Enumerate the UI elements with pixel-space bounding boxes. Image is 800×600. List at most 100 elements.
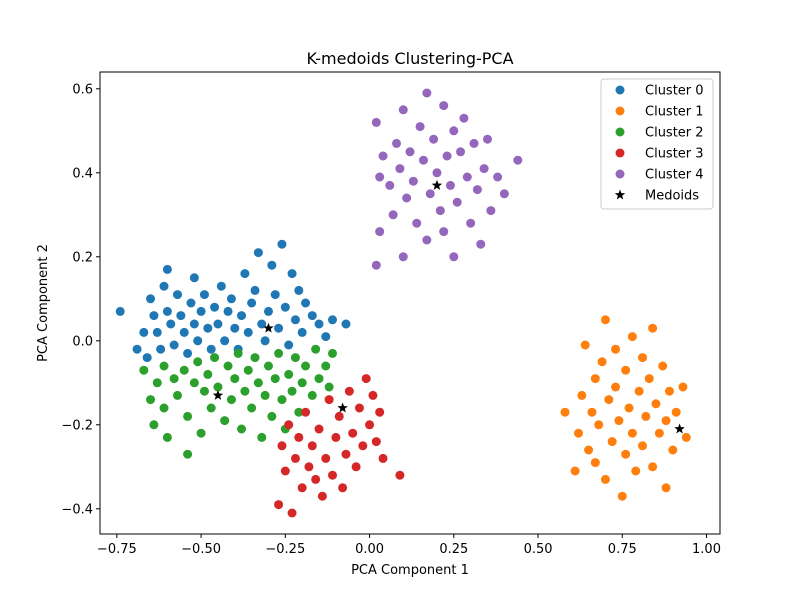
data-point <box>297 327 307 337</box>
data-point <box>328 315 337 325</box>
data-point <box>223 306 233 316</box>
data-point <box>321 361 331 371</box>
data-point <box>250 353 260 363</box>
data-point <box>398 252 408 262</box>
legend-label: Medoids <box>645 189 699 204</box>
y-tick-label: −0.4 <box>61 502 93 517</box>
data-point <box>338 483 348 493</box>
y-tick-label: 0.0 <box>72 334 93 349</box>
data-point <box>395 164 405 174</box>
data-point <box>290 453 300 463</box>
data-point <box>162 264 172 274</box>
legend-marker <box>615 127 625 137</box>
data-point <box>173 390 182 400</box>
data-point <box>597 357 607 367</box>
data-point <box>375 407 385 417</box>
data-point <box>294 407 304 417</box>
data-point <box>584 445 594 455</box>
data-point <box>627 428 637 438</box>
plot-frame <box>99 71 721 535</box>
data-point <box>371 437 381 447</box>
data-point <box>301 407 311 417</box>
legend-label: Cluster 1 <box>645 105 704 120</box>
medoid-point <box>263 322 274 333</box>
data-point <box>290 315 300 325</box>
legend-label: Cluster 3 <box>645 147 704 162</box>
data-point <box>280 466 290 476</box>
data-point <box>301 361 311 371</box>
x-tick-label: 0.75 <box>608 542 637 557</box>
data-point <box>351 462 361 472</box>
data-point <box>354 403 364 413</box>
data-point <box>328 348 337 358</box>
medoid-point <box>337 402 348 413</box>
data-point <box>294 432 304 442</box>
data-point <box>638 441 647 451</box>
data-point <box>331 432 341 442</box>
legend-marker <box>615 169 625 179</box>
legend-item: Cluster 3 <box>615 147 704 162</box>
data-point <box>213 382 223 392</box>
x-axis-ticks: −0.75 −0.50 −0.25 0.00 0.25 0.50 0.75 1.00 <box>97 534 721 557</box>
data-point <box>139 365 149 375</box>
data-point <box>681 432 691 442</box>
data-point <box>611 382 621 392</box>
data-point <box>152 378 162 388</box>
legend-item: Cluster 2 <box>615 126 704 141</box>
data-point <box>577 390 587 400</box>
x-tick-label: 0.25 <box>439 542 468 557</box>
legend-marker <box>615 106 625 116</box>
data-point <box>274 500 284 510</box>
data-point <box>405 147 415 157</box>
data-point <box>206 403 216 413</box>
data-point <box>230 323 240 333</box>
legend-item: Cluster 0 <box>615 84 704 99</box>
data-point <box>375 227 385 237</box>
data-point <box>600 315 610 325</box>
data-point <box>600 474 610 484</box>
data-point <box>459 113 469 123</box>
data-point <box>358 441 368 451</box>
data-point <box>311 474 321 484</box>
data-point <box>422 88 432 98</box>
data-point <box>274 323 284 333</box>
data-point <box>651 399 661 409</box>
data-point <box>617 491 627 501</box>
data-point <box>378 151 388 161</box>
chart-title: K-medoids Clustering-PCA <box>306 49 513 68</box>
data-point <box>149 311 159 321</box>
data-point <box>250 285 260 295</box>
data-point <box>334 411 344 421</box>
data-point <box>395 470 405 480</box>
y-axis-label: PCA Component 2 <box>36 244 51 362</box>
data-point <box>173 290 182 300</box>
data-point <box>183 449 193 459</box>
data-point <box>614 416 624 426</box>
data-point <box>607 437 617 447</box>
data-point <box>159 403 169 413</box>
data-point <box>253 248 263 258</box>
data-point <box>159 281 169 291</box>
data-point <box>263 306 273 316</box>
data-point <box>274 348 284 358</box>
data-point <box>257 319 267 329</box>
data-point <box>199 386 209 396</box>
data-point <box>260 336 270 346</box>
data-point <box>243 327 253 337</box>
data-point <box>661 416 671 426</box>
data-point <box>462 172 472 182</box>
data-point <box>573 428 583 438</box>
data-point <box>604 395 614 405</box>
data-point <box>402 193 412 203</box>
data-point <box>469 138 479 148</box>
data-point <box>257 432 267 442</box>
data-point <box>206 344 216 354</box>
data-point <box>378 453 388 463</box>
legend-box <box>600 78 714 210</box>
y-tick-label: 0.6 <box>72 82 93 97</box>
legend-label: Cluster 4 <box>645 168 704 183</box>
data-point <box>183 411 193 421</box>
data-point <box>648 323 658 333</box>
data-point <box>203 369 213 379</box>
